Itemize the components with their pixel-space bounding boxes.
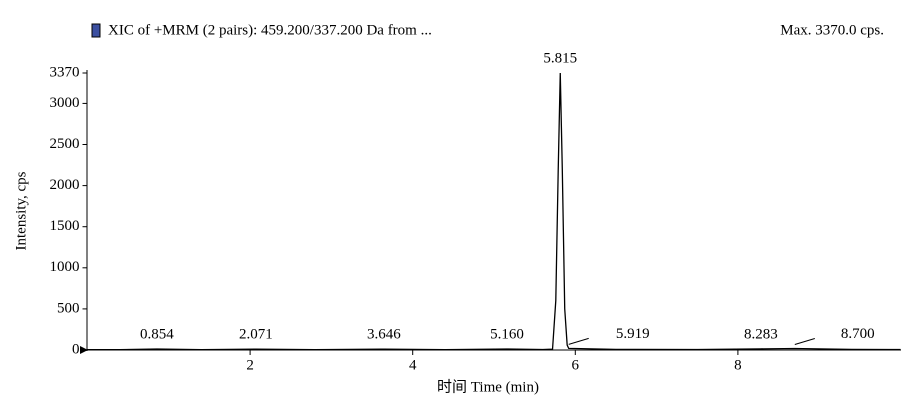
peak-label: 0.854 [140, 326, 174, 342]
max-label: Max. 3370.0 cps. [780, 22, 884, 38]
y-tick-label: 0 [72, 341, 80, 357]
y-tick-label: 500 [57, 300, 80, 316]
x-axis-label: 时间 Time (min) [437, 378, 539, 395]
chromatogram-line [87, 72, 901, 351]
leader-line [568, 337, 589, 345]
y-tick-label: 3370 [50, 64, 80, 80]
x-tick-label: 8 [734, 357, 742, 373]
x-tick-label: 4 [409, 357, 417, 373]
y-tick-label: 2000 [50, 177, 80, 193]
chart-title: XIC of +MRM (2 pairs): 459.200/337.200 D… [108, 22, 432, 38]
peak-label: 8.700 [841, 326, 875, 342]
peak-label: 5.160 [490, 326, 524, 342]
peak-label: 2.071 [239, 327, 273, 343]
x-tick-label: 6 [572, 357, 580, 373]
y-tick-label: 2500 [50, 136, 80, 152]
peak-label: 5.919 [616, 326, 650, 342]
peak-label: 3.646 [367, 327, 401, 343]
y-tick-label: 1500 [50, 218, 80, 234]
y-tick-label: 1000 [50, 259, 80, 275]
y-axis-label: Intensity, cps [13, 171, 29, 250]
legend-icon [91, 23, 101, 38]
y-tick-label: 3000 [50, 95, 80, 111]
leader-line [794, 338, 815, 345]
peak-label: 5.815 [543, 50, 577, 66]
peak-label: 8.283 [744, 326, 778, 342]
x-tick-label: 2 [246, 357, 254, 373]
